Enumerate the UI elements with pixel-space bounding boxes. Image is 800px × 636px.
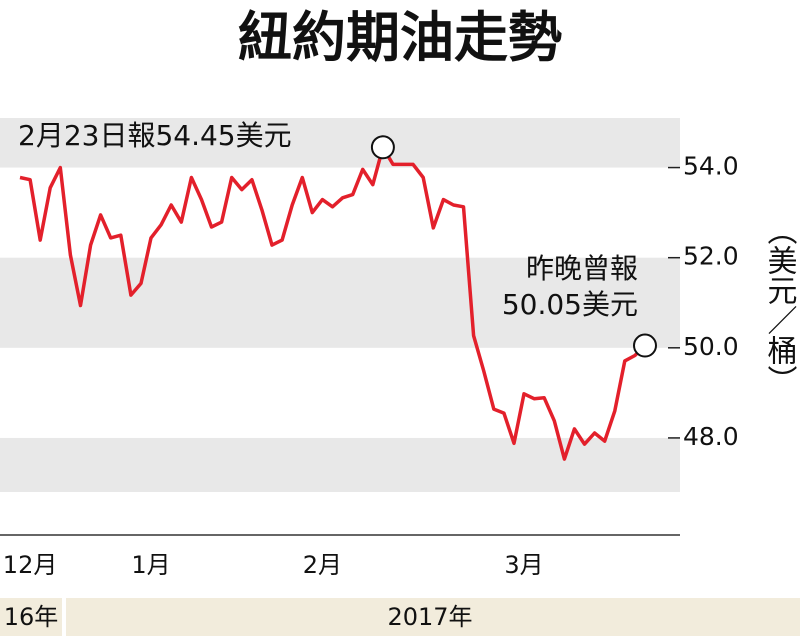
annotation: 昨晚曾報: [526, 252, 638, 285]
year-label: 16年: [4, 603, 59, 631]
annotation-marker: [370, 135, 395, 160]
year-label: 2017年: [387, 603, 472, 631]
y-tick-label: 50.0: [683, 332, 739, 361]
x-tick-label: 1月: [131, 551, 170, 579]
chart-title: 紐約期油走勢: [238, 5, 562, 69]
band: [0, 118, 680, 168]
annotation: 50.05美元: [502, 288, 638, 321]
y-tick-label: 52.0: [683, 242, 739, 271]
year-bar: [0, 598, 62, 636]
y-tick-label: 54.0: [683, 152, 739, 181]
price-line: [19, 145, 647, 461]
year-bar: [66, 598, 800, 636]
x-tick-label: 2月: [303, 551, 342, 579]
annotation: 2月23日報54.45美元: [18, 119, 292, 152]
y-axis-label: （美元／桶）: [762, 215, 798, 395]
band: [0, 257, 680, 348]
x-tick-label: 12月: [3, 551, 58, 579]
band: [0, 437, 680, 492]
y-tick-label: 48.0: [683, 422, 739, 451]
annotation-marker: [633, 333, 657, 358]
x-tick-label: 3月: [504, 551, 543, 579]
